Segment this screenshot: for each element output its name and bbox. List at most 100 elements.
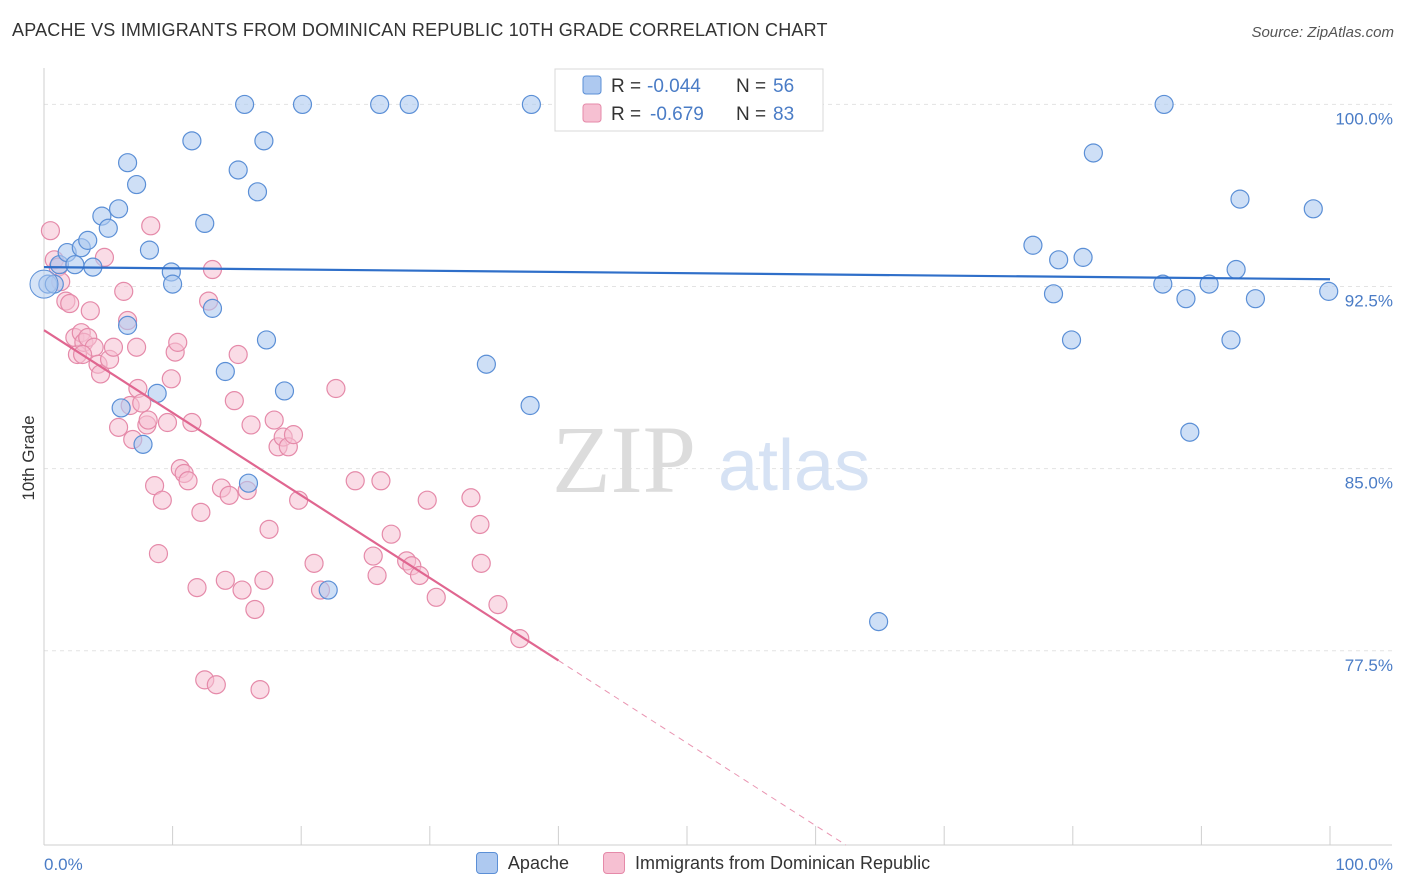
apache-point: [256, 330, 277, 350]
dominican-point: [367, 565, 387, 586]
dominican-point: [245, 599, 265, 620]
dominican-point: [426, 587, 446, 607]
dominican-point: [326, 378, 346, 399]
dominican-point: [228, 344, 248, 365]
y-tick-label: 85.0%: [1345, 474, 1393, 493]
apache-point: [1221, 330, 1241, 350]
dominican-point: [219, 485, 239, 505]
apache-point: [78, 230, 98, 250]
dominican-point: [157, 412, 178, 433]
dominican-point: [114, 281, 134, 301]
legend: Apache Immigrants from Dominican Republi…: [0, 852, 1406, 874]
dominican-point: [80, 301, 100, 321]
apache-point: [1073, 247, 1093, 267]
apache-point: [126, 174, 147, 195]
stats-dominican-r-label: R =: [611, 104, 641, 125]
apache-point: [1319, 281, 1339, 301]
apache-point: [182, 131, 202, 151]
dominican-point: [381, 524, 401, 544]
dominican-point: [161, 369, 181, 389]
source-label: Source: ZipAtlas.com: [1251, 24, 1394, 41]
dominican-point: [304, 553, 324, 573]
apache-point: [318, 580, 338, 600]
dominican-point: [363, 546, 383, 566]
apache-point: [65, 255, 85, 275]
dominican-point: [215, 570, 235, 590]
watermark-atlas: atlas: [718, 426, 870, 506]
chart-title: APACHE VS IMMIGRANTS FROM DOMINICAN REPU…: [12, 20, 828, 40]
apache-point: [215, 361, 235, 382]
y-tick-label: 77.5%: [1345, 656, 1393, 675]
gridlines: [44, 103, 1392, 652]
y-tick-label: 92.5%: [1345, 292, 1393, 311]
dominican-point: [178, 471, 198, 491]
legend-label-apache: Apache: [507, 852, 569, 873]
apache-point: [202, 298, 223, 318]
x-tick-label: 0.0%: [44, 855, 83, 874]
apache-point: [117, 315, 138, 335]
dominican-point: [470, 514, 490, 535]
y-axis-title: 10th Grade: [19, 415, 38, 500]
apache-point: [247, 182, 268, 202]
dominican-point: [250, 679, 270, 700]
apache-point: [163, 274, 183, 294]
dominican-point: [103, 337, 124, 357]
apache-point: [1083, 143, 1103, 163]
dominican-point: [168, 332, 188, 352]
apache-point: [1023, 235, 1043, 255]
apache-point: [1303, 199, 1323, 219]
dominican-point: [191, 502, 211, 522]
legend-label-dominican: Immigrants from Dominican Republic: [634, 852, 931, 873]
apache-point: [1230, 189, 1250, 209]
dominican-point: [254, 570, 274, 590]
apache-point: [1199, 274, 1219, 294]
dominican-point: [187, 578, 207, 598]
apache-point: [370, 94, 390, 115]
dominican-point: [206, 675, 226, 695]
dominican-point: [417, 490, 437, 510]
stats-apache-r-value: -0.044: [647, 76, 701, 97]
legend-swatch-apache: [475, 852, 498, 874]
x-tick-label: 100.0%: [1335, 855, 1393, 874]
apache-point: [869, 612, 889, 632]
dominican-point: [148, 544, 169, 564]
apache-point: [238, 473, 259, 493]
apache-point: [1176, 289, 1196, 309]
stats-box: R = -0.044 N = 56 R = -0.679 N = 83: [554, 68, 824, 132]
x-tick-labels: 0.0% 100.0%: [44, 855, 1393, 874]
apache-point: [195, 213, 215, 233]
stats-apache-swatch: [582, 75, 602, 95]
apache-point: [399, 94, 419, 115]
apache-point: [139, 240, 160, 260]
dominican-point: [471, 553, 491, 573]
dominican-point: [126, 337, 147, 357]
apache-point: [1049, 250, 1069, 270]
apache-point: [117, 153, 138, 173]
watermark: ZIP atlas: [552, 406, 870, 513]
dominican-point: [232, 580, 252, 600]
apache-point: [520, 395, 540, 416]
legend-swatch-dominican: [602, 852, 625, 874]
apache-point: [1154, 94, 1174, 115]
dominican-point: [264, 410, 284, 430]
dominican-point: [108, 417, 129, 437]
stats-dominican-n-label: N =: [736, 104, 766, 125]
apache-point: [1043, 284, 1064, 304]
dominican-point: [60, 293, 80, 314]
dominican-trend-extension: [558, 660, 847, 846]
dominican-point: [138, 410, 158, 430]
apache-point: [274, 381, 295, 401]
legend-item-apache[interactable]: Apache: [475, 852, 569, 874]
stats-apache-r-label: R =: [611, 76, 641, 97]
apache-point: [98, 218, 118, 238]
dominican-point: [345, 471, 365, 491]
apache-point: [235, 94, 255, 115]
y-tick-label: 100.0%: [1335, 109, 1393, 128]
apache-point: [1180, 422, 1200, 442]
y-tick-labels: 100.0% 92.5% 85.0% 77.5%: [1335, 109, 1393, 674]
dominican-point: [141, 216, 161, 236]
legend-item-dominican[interactable]: Immigrants from Dominican Republic: [602, 852, 931, 874]
x-axis: [43, 68, 1392, 846]
apache-point: [29, 269, 59, 299]
